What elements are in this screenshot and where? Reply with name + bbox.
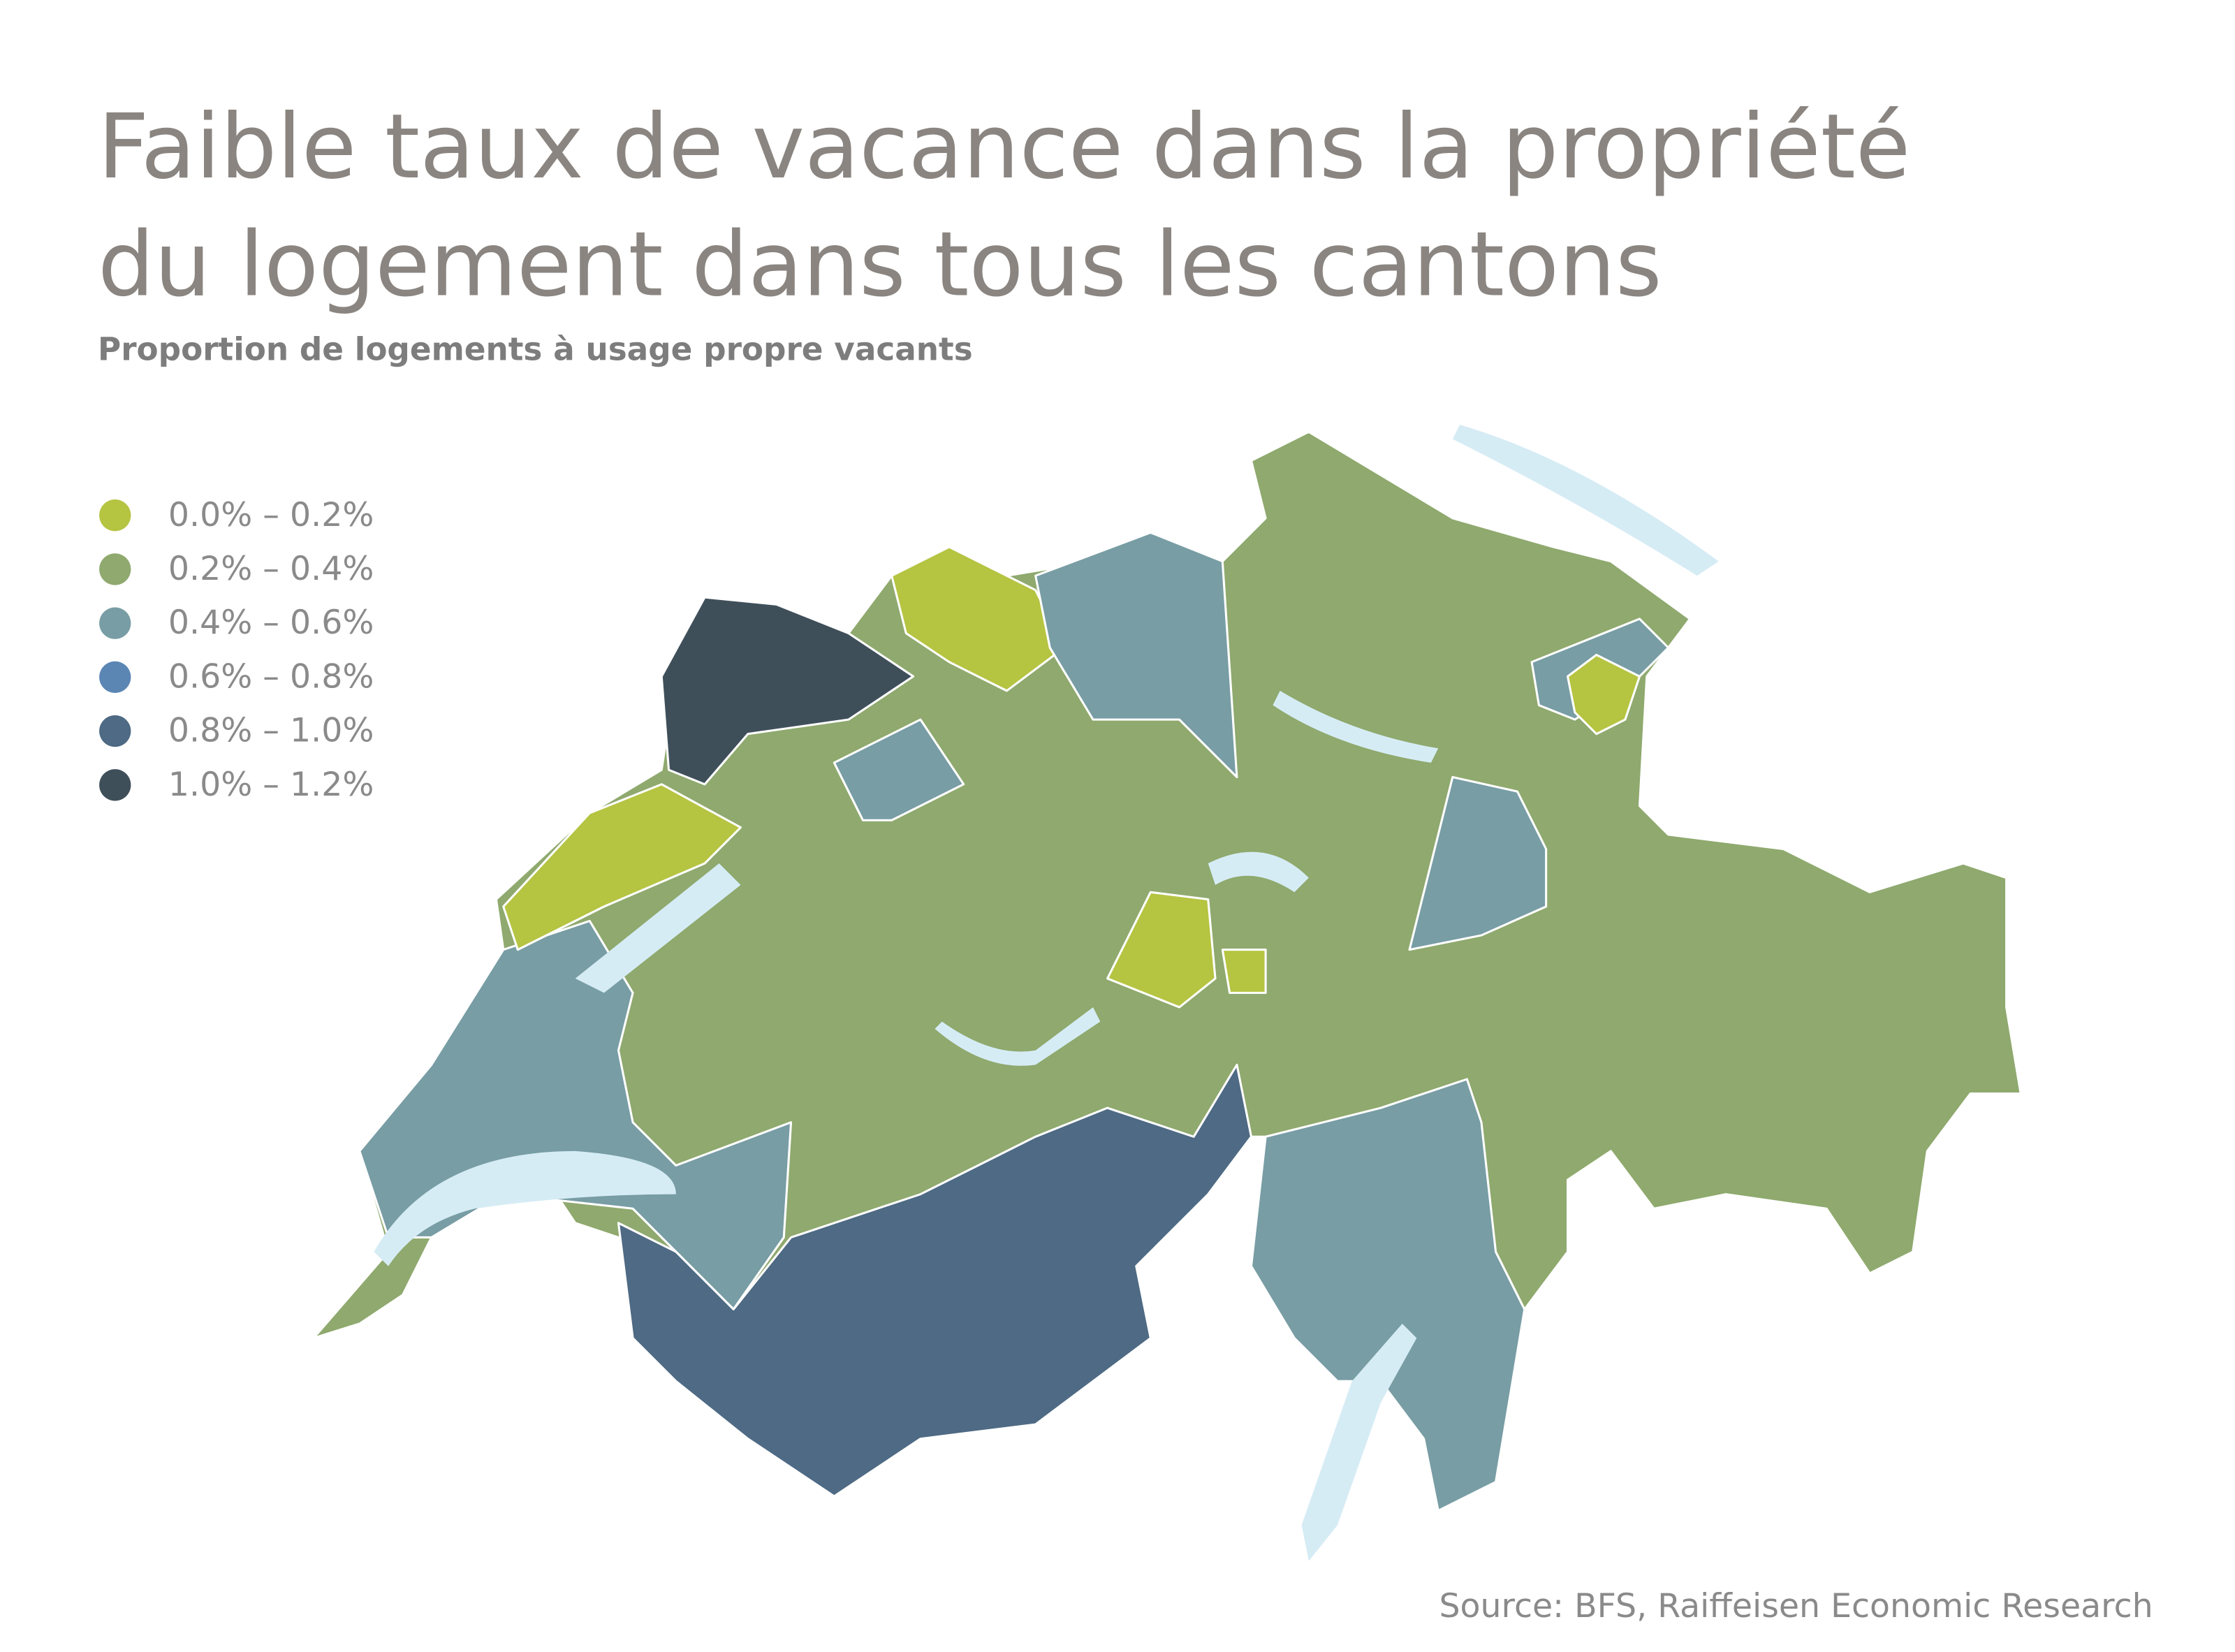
lakes	[374, 424, 1719, 1561]
legend-label: 0.8% – 1.0%	[168, 712, 374, 750]
region	[1566, 653, 1641, 736]
lake	[1273, 690, 1439, 763]
lake	[575, 863, 741, 993]
title-line: Faible taux de vacance dans la propriété	[98, 95, 1910, 199]
subtitle: Proportion de logements à usage propre v…	[98, 330, 973, 367]
legend-swatch	[99, 553, 131, 585]
legend-swatch	[99, 715, 131, 747]
legend-label: 0.0% – 0.2%	[168, 496, 374, 534]
region	[833, 718, 965, 821]
region	[1106, 891, 1217, 1009]
region	[358, 919, 793, 1310]
legend-swatch	[99, 661, 131, 694]
region	[1221, 949, 1267, 994]
region	[1250, 1078, 1526, 1512]
lake	[1208, 851, 1309, 893]
region	[617, 1063, 1253, 1498]
lake	[935, 1007, 1101, 1066]
lake	[1301, 1323, 1417, 1561]
legend-label: 1.0% – 1.2%	[168, 766, 374, 804]
title-line: du logement dans tous les cantons	[98, 213, 1662, 317]
region	[1408, 775, 1548, 951]
region	[1034, 531, 1238, 779]
lake	[1452, 424, 1719, 576]
region	[891, 546, 1066, 692]
legend-label: 0.6% – 0.8%	[168, 657, 374, 696]
legend-swatch	[99, 499, 131, 532]
region	[502, 783, 742, 951]
legend-label: 0.4% – 0.6%	[168, 604, 374, 642]
legend-swatch	[99, 607, 131, 639]
map	[312, 430, 2022, 1512]
source: Source: BFS, Raiffeisen Economic Researc…	[1439, 1587, 2153, 1625]
legend-swatch	[99, 769, 131, 801]
legend-label: 0.2% – 0.4%	[168, 550, 374, 588]
region	[660, 596, 915, 786]
legend: 0.0% – 0.2% 0.2% – 0.4% 0.4% – 0.6% 0.6% – …	[99, 496, 374, 804]
lake	[374, 1150, 676, 1266]
